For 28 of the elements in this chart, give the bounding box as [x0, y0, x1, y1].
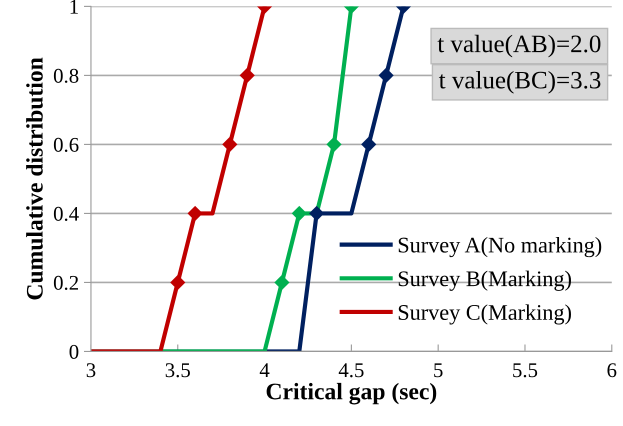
legend-label: Survey B(Marking): [398, 270, 571, 291]
y-tick-label: 0.8: [54, 68, 78, 83]
point: [292, 206, 307, 222]
point: [274, 274, 290, 290]
point: [222, 136, 238, 152]
legend-label: Survey C(Marking): [398, 304, 571, 325]
x-tick-label: 3.5: [166, 363, 190, 378]
x-tick-label: 5.5: [513, 363, 538, 378]
x-tick-label: 6: [607, 363, 616, 378]
point: [170, 274, 186, 290]
annotation: t value(AB)=2.0: [438, 34, 600, 58]
y-tick-label: 0: [70, 344, 78, 359]
point: [326, 136, 342, 152]
x-tick-label: 4.5: [338, 363, 364, 378]
y-tick-label: 0.2: [54, 276, 78, 290]
point: [361, 136, 376, 152]
x-tick-label: 4: [260, 363, 270, 378]
x-tick-label: 5: [434, 363, 443, 378]
legend-label: Survey A(No marking): [398, 236, 602, 258]
x-tick-label: 3: [86, 363, 96, 378]
x-axis-title: Critical gap (sec): [266, 382, 436, 404]
y-axis-title: Cumulative distribution: [26, 58, 43, 300]
point: [309, 206, 324, 222]
point: [188, 206, 203, 222]
y-tick-label: 0.6: [54, 138, 79, 152]
annotation: t value(BC)=3.3: [438, 70, 600, 94]
y-tick-label: 1: [70, 0, 78, 14]
y-tick-label: 0.4: [54, 206, 79, 221]
